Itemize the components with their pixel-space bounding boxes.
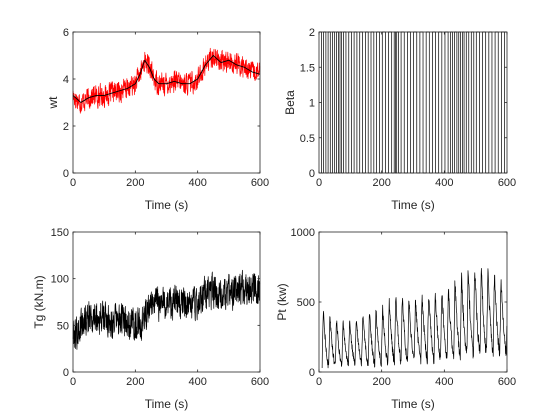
plot-area (319, 232, 507, 372)
x-axis-label: Time (s) (391, 397, 435, 411)
y-tick-label: 0.5 (300, 133, 315, 145)
x-tick-label: 600 (251, 177, 269, 189)
tick-layer: 0 200 400 600 0 0.5 1 1.5 2 (300, 27, 516, 189)
y-axis-label: Beta (283, 90, 297, 115)
y-tick-label: 2 (309, 27, 315, 39)
tick-layer: 0 200 400 600 0 50 100 150 (51, 227, 270, 388)
x-tick-label: 400 (435, 177, 453, 189)
x-axis-label: Time (s) (391, 198, 435, 212)
y-tick-label: 0 (309, 367, 315, 379)
y-tick-label: 100 (51, 274, 69, 286)
y-axis-label: Pt (kw) (275, 283, 289, 320)
x-tick-label: 200 (126, 177, 144, 189)
axes-box (72, 31, 261, 174)
y-tick-label: 0 (309, 168, 315, 180)
tick-layer: 0 200 400 600 0 500 1000 (291, 227, 517, 388)
y-tick-label: 50 (57, 320, 69, 332)
y-tick-label: 1.5 (300, 62, 315, 74)
subplot-beta: 0 200 400 600 0 0.5 1 1.5 2 Time (s) Beta (283, 27, 516, 212)
subplot-wt: 0 200 400 600 0 2 4 6 Time (s) wt (46, 27, 269, 212)
y-tick-label: 1 (309, 98, 315, 110)
x-tick-label: 600 (251, 376, 269, 388)
subplot-tg: 0 200 400 600 0 50 100 150 Time (s) Tg (kN.m) (32, 227, 269, 411)
series-line-0 (321, 268, 508, 369)
axes-box (72, 231, 261, 373)
x-tick-label: 400 (188, 177, 206, 189)
series-line-0 (319, 31, 507, 174)
x-tick-label: 200 (126, 376, 144, 388)
y-tick-label: 2 (63, 121, 69, 133)
series-layer (319, 31, 507, 174)
x-axis-label: Time (s) (145, 198, 189, 212)
x-axis-label: Time (s) (145, 397, 189, 411)
series-line-0 (72, 47, 261, 114)
x-tick-label: 400 (188, 376, 206, 388)
y-tick-label: 0 (63, 168, 69, 180)
y-tick-label: 0 (63, 367, 69, 379)
x-tick-label: 200 (372, 376, 390, 388)
plot-area (319, 32, 507, 173)
y-tick-label: 6 (63, 27, 69, 39)
y-tick-label: 150 (51, 227, 69, 239)
series-layer (321, 268, 508, 369)
x-tick-label: 0 (70, 376, 76, 388)
subplot-pt: 0 200 400 600 0 500 1000 Time (s) Pt (kw) (275, 227, 516, 411)
series-layer (72, 269, 261, 350)
series-line-1 (72, 55, 261, 103)
y-tick-label: 4 (63, 74, 69, 86)
x-tick-label: 600 (498, 376, 516, 388)
y-axis-label: wt (46, 96, 60, 110)
tick-layer: 0 200 400 600 0 2 4 6 (63, 27, 269, 189)
y-axis-label: Tg (kN.m) (32, 275, 46, 328)
series-layer (72, 47, 261, 114)
y-tick-label: 500 (297, 297, 315, 309)
y-tick-label: 1000 (291, 227, 315, 239)
x-tick-label: 0 (316, 177, 322, 189)
x-tick-label: 0 (70, 177, 76, 189)
x-tick-label: 0 (316, 376, 322, 388)
x-tick-label: 200 (372, 177, 390, 189)
x-tick-label: 600 (498, 177, 516, 189)
x-tick-label: 400 (435, 376, 453, 388)
series-line-0 (72, 269, 261, 350)
